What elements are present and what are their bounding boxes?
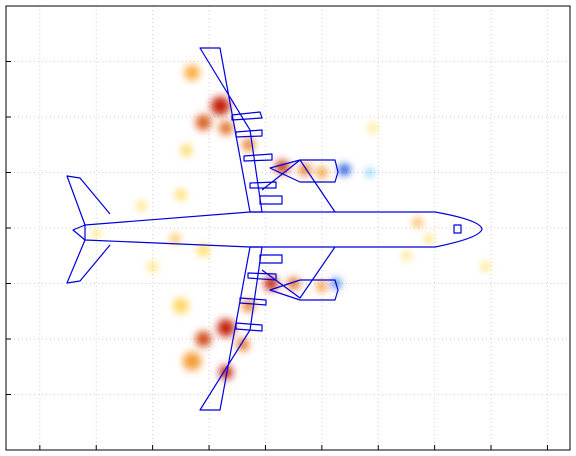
hotspot — [219, 121, 233, 135]
flap-6-outline — [239, 297, 267, 306]
hotspot — [197, 243, 210, 257]
hotspot — [316, 166, 328, 179]
flap-1-outline — [231, 111, 263, 121]
hotspot — [211, 96, 230, 116]
flap-7-outline — [247, 272, 277, 281]
hotspot — [180, 144, 193, 156]
flap-5-outline — [235, 322, 263, 332]
hotspot — [184, 64, 200, 81]
hotspot — [366, 168, 374, 177]
hotspot — [217, 319, 235, 337]
engine-lower-outline — [269, 279, 339, 301]
hotspot — [402, 251, 411, 261]
cockpit-outline — [453, 224, 462, 234]
aircraft-outline — [66, 47, 483, 411]
grid-lines — [6, 6, 570, 450]
hotspot — [219, 365, 233, 380]
hotspot — [182, 351, 202, 371]
gear-upper-outline — [259, 195, 283, 205]
flap-3-outline — [243, 153, 273, 162]
heat-layer — [91, 64, 490, 380]
hotspot — [136, 201, 147, 211]
hotspot — [170, 234, 181, 245]
hotspot — [91, 229, 101, 238]
hotspot — [195, 114, 212, 131]
axis-ticks — [6, 61, 548, 450]
hotspot — [413, 217, 423, 228]
engine-upper-outline — [269, 159, 339, 183]
hotspot — [236, 338, 250, 351]
tail-upper-outline — [66, 175, 111, 226]
hotspot — [242, 299, 255, 312]
tail-lower-outline — [66, 239, 111, 284]
hotspot — [287, 277, 300, 290]
flap-2-outline — [235, 129, 263, 138]
hotspot — [481, 262, 490, 272]
gear-lower-outline — [259, 254, 283, 264]
hotspot — [173, 297, 189, 314]
hotspot — [338, 164, 350, 176]
hotspot — [424, 234, 434, 244]
hotspot — [175, 189, 187, 201]
hotspot — [316, 280, 328, 292]
tail-stub-outline — [72, 224, 86, 241]
hotspot — [368, 123, 377, 133]
fuselage-outline — [84, 211, 483, 248]
hotspot — [147, 261, 158, 272]
flap-4-outline — [249, 181, 277, 189]
hotspot — [195, 331, 212, 347]
